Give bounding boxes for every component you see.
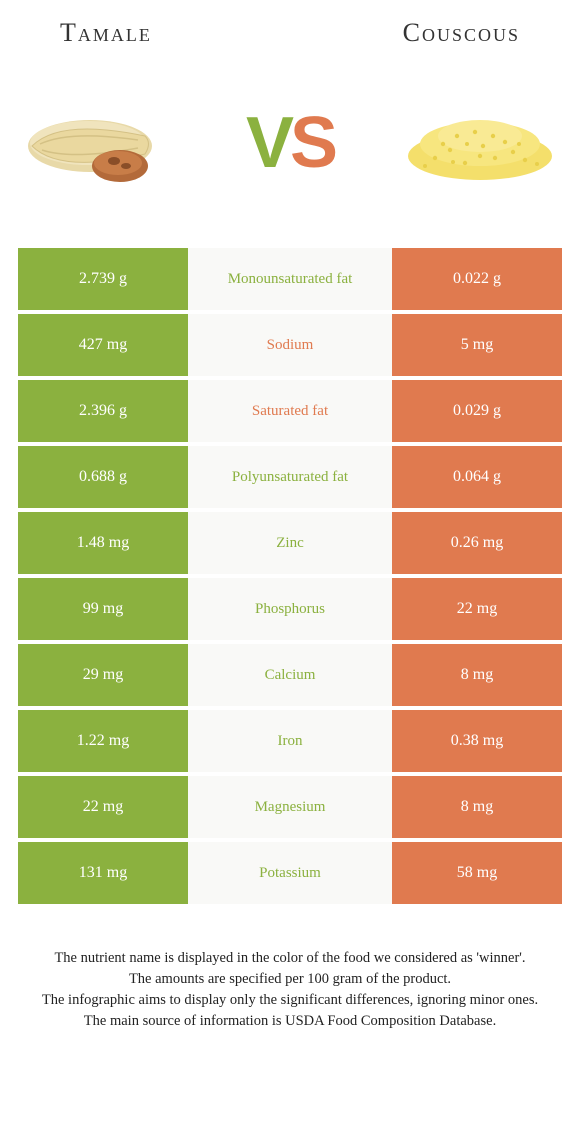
nutrient-label: Iron bbox=[188, 710, 392, 772]
left-value: 99 mg bbox=[18, 578, 188, 640]
nutrient-label: Polyunsaturated fat bbox=[188, 446, 392, 508]
left-value: 1.48 mg bbox=[18, 512, 188, 574]
footer-line: The nutrient name is displayed in the co… bbox=[30, 948, 550, 969]
comparison-table: 2.739 gMonounsaturated fat0.022 g427 mgS… bbox=[0, 248, 580, 904]
right-value: 0.064 g bbox=[392, 446, 562, 508]
footer-line: The main source of information is USDA F… bbox=[30, 1011, 550, 1032]
right-value: 0.38 mg bbox=[392, 710, 562, 772]
right-value: 22 mg bbox=[392, 578, 562, 640]
table-row: 1.22 mgIron0.38 mg bbox=[18, 710, 562, 772]
right-value: 0.029 g bbox=[392, 380, 562, 442]
footer-line: The amounts are specified per 100 gram o… bbox=[30, 969, 550, 990]
right-value: 0.26 mg bbox=[392, 512, 562, 574]
nutrient-label: Phosphorus bbox=[188, 578, 392, 640]
nutrient-label: Calcium bbox=[188, 644, 392, 706]
hero-row: VS bbox=[0, 48, 580, 248]
nutrient-label: Saturated fat bbox=[188, 380, 392, 442]
vs-label: VS bbox=[246, 102, 334, 184]
table-row: 2.396 gSaturated fat0.029 g bbox=[18, 380, 562, 442]
left-value: 22 mg bbox=[18, 776, 188, 838]
nutrient-label: Sodium bbox=[188, 314, 392, 376]
right-value: 58 mg bbox=[392, 842, 562, 904]
table-row: 131 mgPotassium58 mg bbox=[18, 842, 562, 904]
nutrient-label: Potassium bbox=[188, 842, 392, 904]
right-value: 5 mg bbox=[392, 314, 562, 376]
table-row: 29 mgCalcium8 mg bbox=[18, 644, 562, 706]
left-value: 427 mg bbox=[18, 314, 188, 376]
table-row: 99 mgPhosphorus22 mg bbox=[18, 578, 562, 640]
header: Tamale Couscous bbox=[0, 0, 580, 48]
left-value: 2.396 g bbox=[18, 380, 188, 442]
left-value: 29 mg bbox=[18, 644, 188, 706]
couscous-image bbox=[395, 88, 560, 198]
infographic-container: Tamale Couscous VS bbox=[0, 0, 580, 1032]
vs-v: V bbox=[246, 102, 290, 184]
table-row: 427 mgSodium5 mg bbox=[18, 314, 562, 376]
nutrient-label: Zinc bbox=[188, 512, 392, 574]
table-row: 22 mgMagnesium8 mg bbox=[18, 776, 562, 838]
right-value: 0.022 g bbox=[392, 248, 562, 310]
nutrient-label: Monounsaturated fat bbox=[188, 248, 392, 310]
tamale-image bbox=[20, 88, 185, 198]
vs-s: S bbox=[290, 102, 334, 184]
nutrient-label: Magnesium bbox=[188, 776, 392, 838]
food-title-right: Couscous bbox=[403, 18, 520, 48]
table-row: 1.48 mgZinc0.26 mg bbox=[18, 512, 562, 574]
table-row: 2.739 gMonounsaturated fat0.022 g bbox=[18, 248, 562, 310]
right-value: 8 mg bbox=[392, 644, 562, 706]
left-value: 2.739 g bbox=[18, 248, 188, 310]
footer-notes: The nutrient name is displayed in the co… bbox=[0, 908, 580, 1032]
right-value: 8 mg bbox=[392, 776, 562, 838]
footer-line: The infographic aims to display only the… bbox=[30, 990, 550, 1011]
table-row: 0.688 gPolyunsaturated fat0.064 g bbox=[18, 446, 562, 508]
left-value: 1.22 mg bbox=[18, 710, 188, 772]
food-title-left: Tamale bbox=[60, 18, 152, 48]
left-value: 131 mg bbox=[18, 842, 188, 904]
left-value: 0.688 g bbox=[18, 446, 188, 508]
